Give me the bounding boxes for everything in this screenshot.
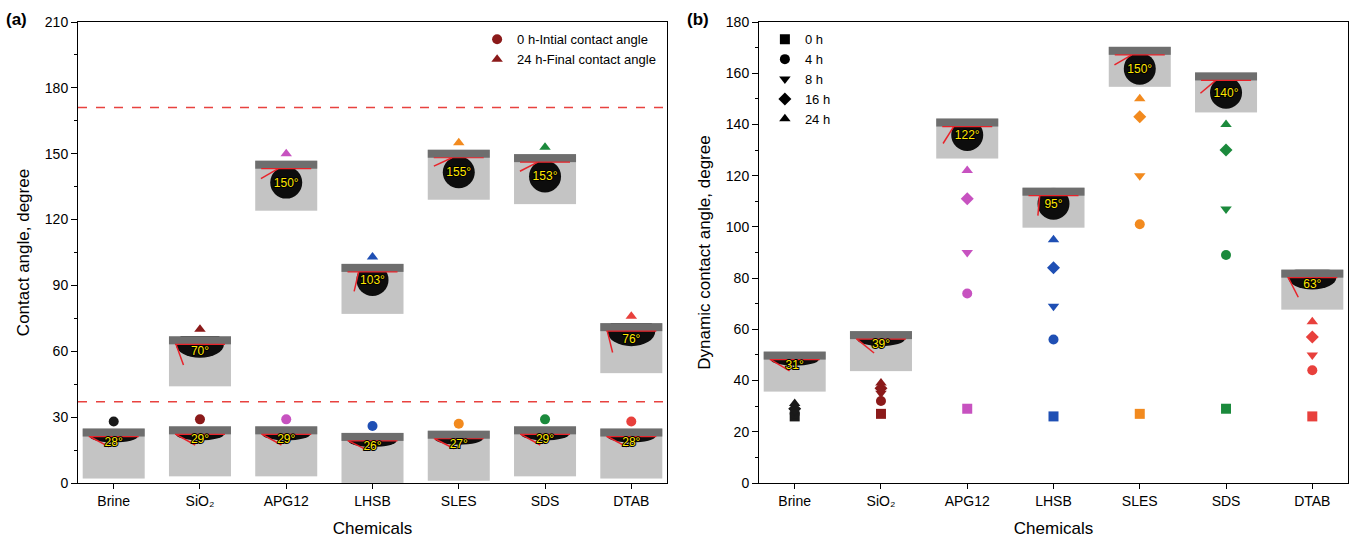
- svg-text:(a): (a): [6, 10, 27, 29]
- svg-text:4 h: 4 h: [805, 52, 823, 67]
- svg-text:30: 30: [53, 409, 69, 425]
- svg-text:(b): (b): [687, 10, 709, 29]
- svg-text:29°: 29°: [191, 432, 209, 446]
- svg-text:140°: 140°: [1214, 86, 1239, 100]
- svg-text:60: 60: [53, 343, 69, 359]
- svg-text:120: 120: [45, 211, 69, 227]
- svg-text:0 h-Intial contact angle: 0 h-Intial contact angle: [517, 32, 648, 47]
- svg-text:APG12: APG12: [945, 493, 990, 509]
- svg-text:Chemicals: Chemicals: [1014, 519, 1093, 538]
- svg-text:120: 120: [726, 168, 750, 184]
- svg-text:SiO₂: SiO₂: [186, 493, 215, 509]
- svg-text:Brine: Brine: [778, 493, 811, 509]
- svg-text:150°: 150°: [274, 176, 299, 190]
- svg-text:28°: 28°: [105, 435, 123, 449]
- svg-text:160: 160: [726, 65, 750, 81]
- svg-text:16 h: 16 h: [805, 92, 830, 107]
- svg-text:155°: 155°: [446, 165, 471, 179]
- svg-text:122°: 122°: [955, 128, 980, 142]
- svg-text:90: 90: [53, 277, 69, 293]
- svg-text:80: 80: [734, 270, 750, 286]
- svg-text:LHSB: LHSB: [1035, 493, 1072, 509]
- svg-text:28°: 28°: [622, 435, 640, 449]
- svg-text:0: 0: [741, 475, 749, 491]
- svg-text:150°: 150°: [1127, 62, 1152, 76]
- svg-text:27°: 27°: [450, 437, 468, 451]
- svg-text:180: 180: [45, 80, 69, 96]
- svg-text:8 h: 8 h: [805, 72, 823, 87]
- svg-text:SLES: SLES: [441, 493, 477, 509]
- svg-text:0: 0: [60, 475, 68, 491]
- svg-text:40: 40: [734, 372, 750, 388]
- svg-text:180: 180: [726, 14, 750, 30]
- svg-text:Chemicals: Chemicals: [333, 519, 412, 538]
- svg-text:DTAB: DTAB: [613, 493, 649, 509]
- svg-text:70°: 70°: [191, 344, 209, 358]
- svg-text:140: 140: [726, 116, 750, 132]
- svg-text:24 h: 24 h: [805, 112, 830, 127]
- svg-text:SDS: SDS: [1212, 493, 1241, 509]
- svg-text:100: 100: [726, 219, 750, 235]
- svg-text:103°: 103°: [360, 273, 385, 287]
- svg-text:63°: 63°: [1303, 277, 1321, 291]
- svg-text:31°: 31°: [786, 358, 804, 372]
- svg-text:76°: 76°: [622, 332, 640, 346]
- svg-text:DTAB: DTAB: [1294, 493, 1330, 509]
- svg-text:SiO₂: SiO₂: [867, 493, 896, 509]
- svg-text:60: 60: [734, 321, 750, 337]
- svg-text:SLES: SLES: [1122, 493, 1158, 509]
- svg-text:95°: 95°: [1044, 197, 1062, 211]
- svg-text:210: 210: [45, 14, 69, 30]
- svg-text:24 h-Final contact angle: 24 h-Final contact angle: [517, 52, 656, 67]
- svg-text:153°: 153°: [533, 169, 558, 183]
- svg-text:Brine: Brine: [97, 493, 130, 509]
- svg-text:0 h: 0 h: [805, 32, 823, 47]
- svg-text:LHSB: LHSB: [354, 493, 391, 509]
- svg-text:39°: 39°: [872, 337, 890, 351]
- svg-text:APG12: APG12: [264, 493, 309, 509]
- svg-text:29°: 29°: [277, 432, 295, 446]
- svg-text:26°: 26°: [363, 439, 381, 453]
- svg-text:150: 150: [45, 146, 69, 162]
- svg-text:Contact angle, degree: Contact angle, degree: [14, 169, 33, 336]
- svg-text:20: 20: [734, 424, 750, 440]
- svg-text:Dynamic contact angle, degree: Dynamic contact angle, degree: [695, 135, 714, 369]
- svg-text:SDS: SDS: [531, 493, 560, 509]
- svg-text:29°: 29°: [536, 432, 554, 446]
